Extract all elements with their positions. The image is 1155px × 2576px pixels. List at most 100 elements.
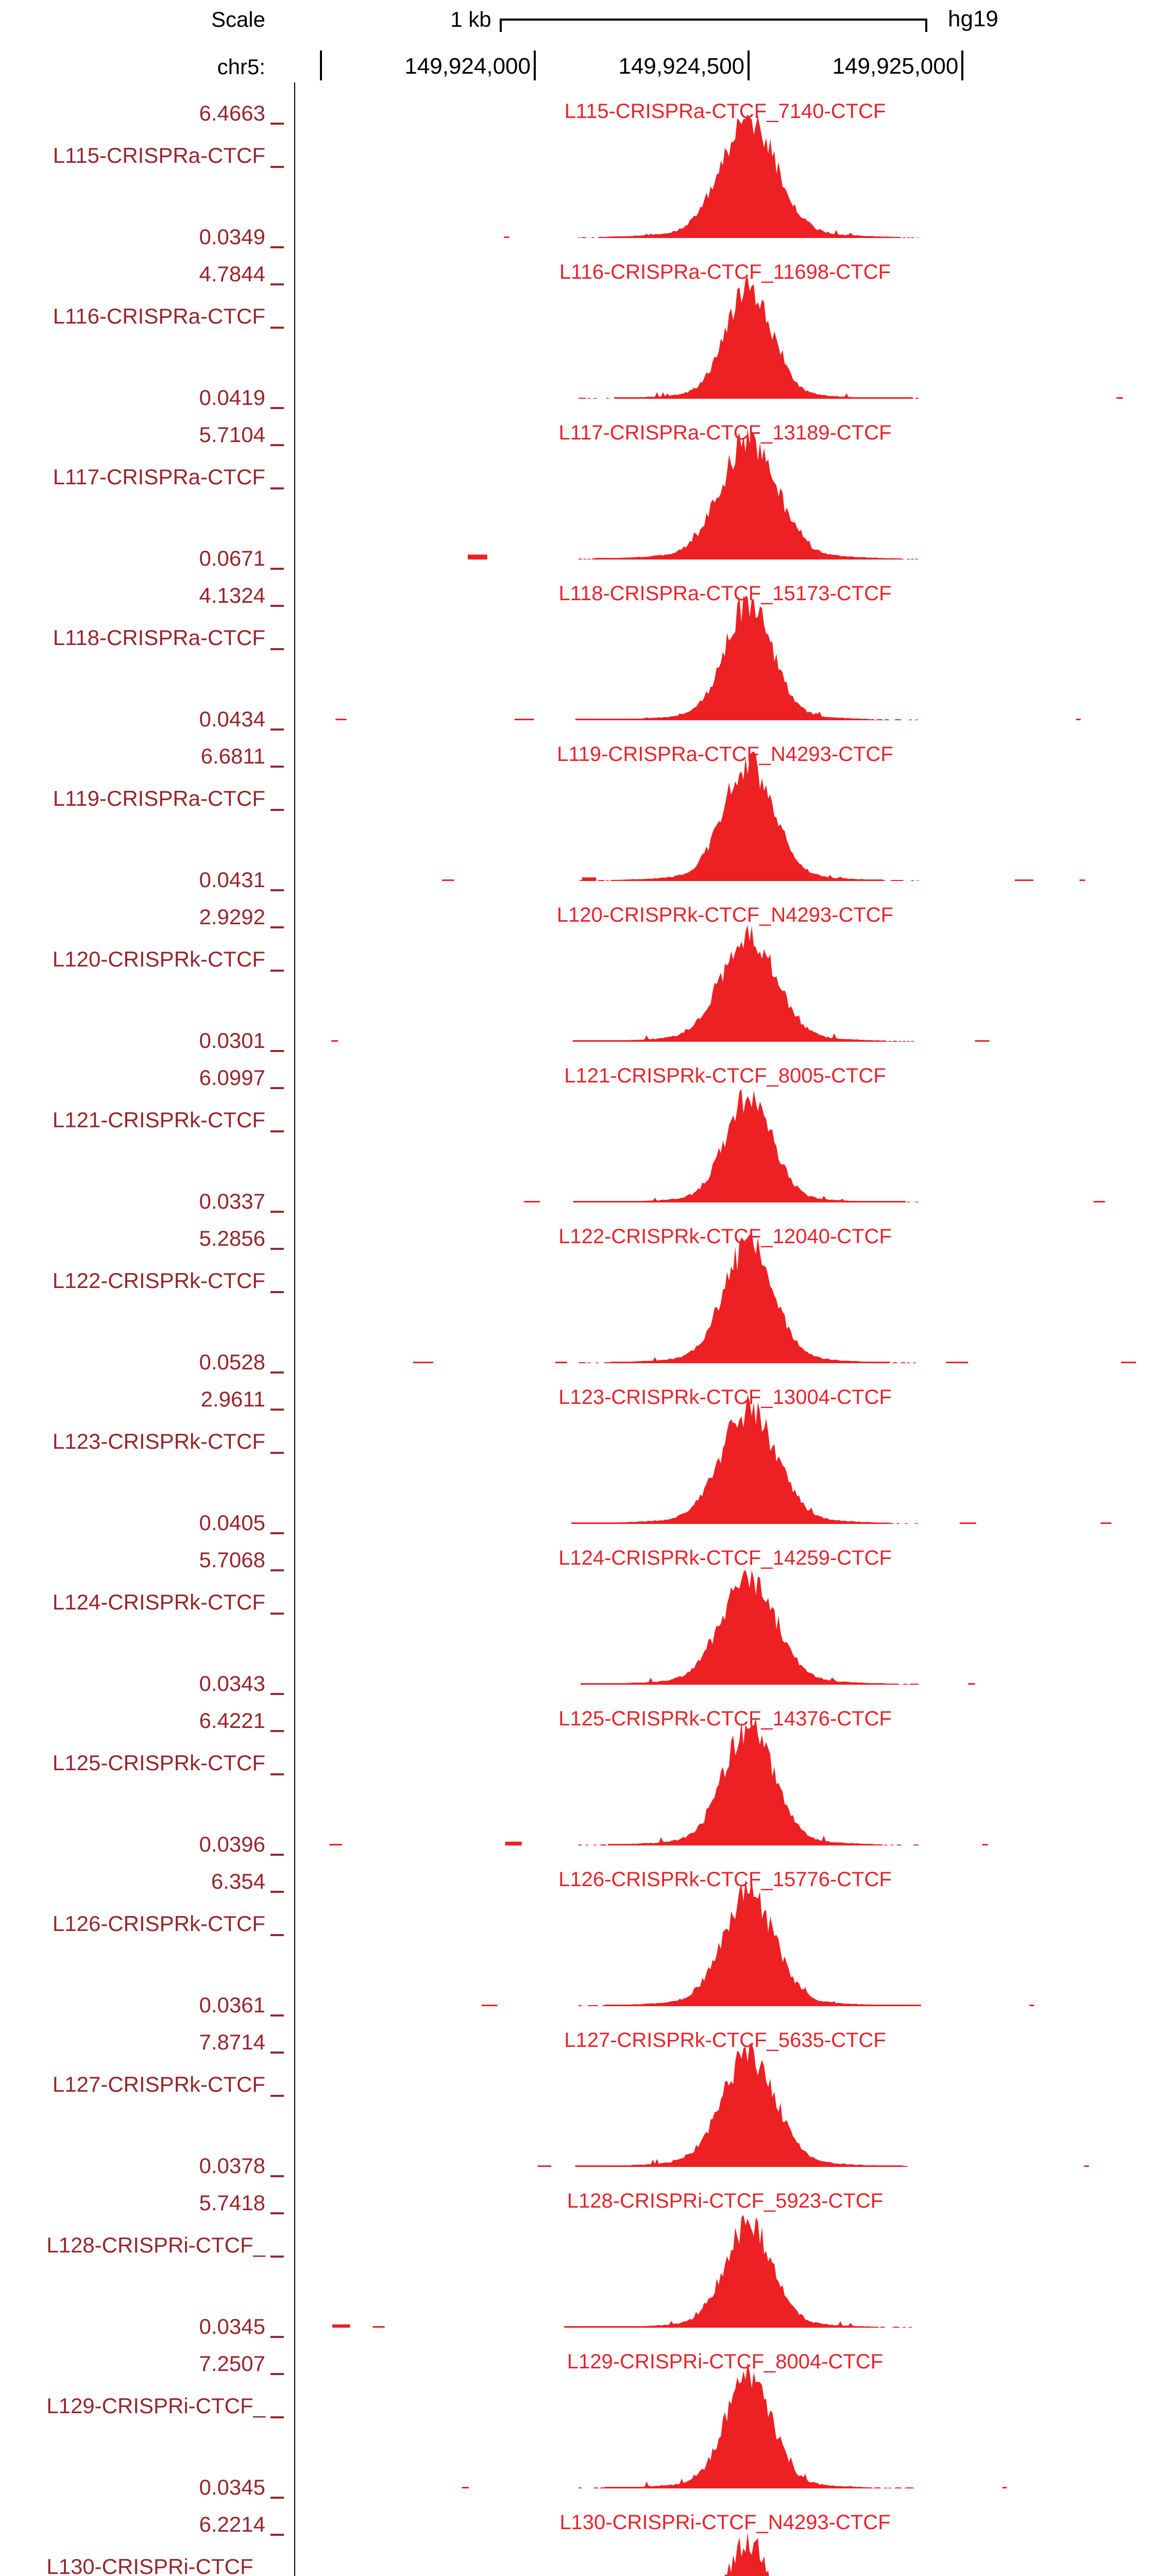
coverage-peak[interactable]: [295, 741, 1155, 902]
yaxis-top-tick: [270, 444, 284, 446]
coverage-peak[interactable]: [295, 1062, 1155, 1223]
track-ymax-label: 5.7104: [199, 422, 265, 447]
scale-label: Scale: [211, 7, 265, 31]
yaxis-mid-tick: [270, 1291, 284, 1293]
yaxis-bottom-tick: [270, 1532, 284, 1534]
track-name-label[interactable]: L124-CRISPRk-CTCF: [52, 1590, 265, 1614]
track-name-label[interactable]: L116-CRISPRa-CTCF: [53, 304, 265, 328]
yaxis-top-tick: [270, 123, 284, 125]
coordinate-ruler[interactable]: chr5: 149,924,000 149,924,500 149,925,000: [0, 0, 1155, 88]
assembly-label: hg19: [948, 6, 998, 31]
track-row[interactable]: 6.4221 L125-CRISPRk-CTCF 0.0396 L125-CRI…: [0, 1705, 1155, 1866]
track-row[interactable]: 4.7844 L116-CRISPRa-CTCF 0.0419 L116-CRI…: [0, 259, 1155, 419]
coverage-peak[interactable]: [295, 2188, 1155, 2348]
yaxis-mid-tick: [270, 487, 284, 489]
coverage-peak[interactable]: [295, 1705, 1155, 1866]
track-name-label[interactable]: L129-CRISPRi-CTCF_: [46, 2394, 265, 2418]
track-name-label[interactable]: L115-CRISPRa-CTCF: [53, 143, 265, 167]
yaxis-mid-tick: [270, 1613, 284, 1615]
peak-item-label: L123-CRISPRk-CTCF_13004-CTCF: [558, 1386, 892, 1409]
plot-left-axis-line: [294, 82, 295, 2576]
coverage-peak[interactable]: [295, 902, 1155, 1062]
yaxis-top-tick: [270, 1409, 284, 1411]
coverage-peak[interactable]: [295, 2348, 1155, 2509]
peak-item-label: L116-CRISPRa-CTCF_11698-CTCF: [559, 261, 891, 283]
yaxis-mid-tick: [270, 1934, 284, 1936]
yaxis-bottom-tick: [270, 568, 284, 570]
yaxis-mid-tick: [270, 2416, 284, 2418]
yaxis-bottom-tick: [270, 1211, 284, 1213]
track-row[interactable]: 5.7104 L117-CRISPRa-CTCF 0.0671 L117-CRI…: [0, 419, 1155, 580]
coverage-peak[interactable]: [295, 580, 1155, 741]
track-name-label[interactable]: L117-CRISPRa-CTCF: [53, 465, 265, 489]
track-ymin-label: 0.0345: [199, 2314, 265, 2338]
yaxis-mid-tick: [270, 1130, 284, 1132]
peak-item-label: L117-CRISPRa-CTCF_13189-CTCF: [558, 421, 892, 444]
track-row[interactable]: 5.7068 L124-CRISPRk-CTCF 0.0343 L124-CRI…: [0, 1545, 1155, 1705]
ruler-tick: [961, 50, 964, 80]
peak-item-label: L124-CRISPRk-CTCF_14259-CTCF: [558, 1547, 892, 1569]
track-row[interactable]: 5.2856 L122-CRISPRk-CTCF 0.0528 L122-CRI…: [0, 1223, 1155, 1384]
track-name-label[interactable]: L119-CRISPRa-CTCF: [53, 786, 265, 810]
track-row[interactable]: 6.6811 L119-CRISPRa-CTCF 0.0431 L119-CRI…: [0, 741, 1155, 902]
ruler-tick-label: 149,925,000: [832, 54, 959, 79]
track-name-label[interactable]: L120-CRISPRk-CTCF: [52, 947, 265, 971]
yaxis-bottom-tick: [270, 889, 284, 891]
coverage-peak[interactable]: [295, 1545, 1155, 1705]
track-row[interactable]: 7.2507 L129-CRISPRi-CTCF_ 0.0345 L129-CR…: [0, 2348, 1155, 2509]
track-name-label[interactable]: L126-CRISPRk-CTCF: [52, 1911, 265, 1936]
yaxis-mid-tick: [270, 648, 284, 650]
yaxis-bottom-tick: [270, 1854, 284, 1856]
track-ymax-label: 7.2507: [199, 2351, 265, 2376]
track-row[interactable]: 6.354 L126-CRISPRk-CTCF 0.0361 L126-CRIS…: [0, 1866, 1155, 2027]
track-ymax-label: 2.9292: [199, 905, 265, 929]
track-ymin-label: 0.0337: [199, 1189, 265, 1213]
track-row[interactable]: 2.9292 L120-CRISPRk-CTCF 0.0301 L120-CRI…: [0, 902, 1155, 1062]
coverage-peak[interactable]: [295, 259, 1155, 419]
track-ymax-label: 6.354: [211, 1869, 265, 1893]
coverage-peak[interactable]: [295, 98, 1155, 259]
coverage-peak[interactable]: [295, 1223, 1155, 1384]
track-ymax-label: 6.2214: [199, 2512, 265, 2536]
track-ymin-label: 0.0528: [199, 1350, 265, 1374]
scale-bar: [499, 19, 927, 32]
track-row[interactable]: 2.9611 L123-CRISPRk-CTCF 0.0405 L123-CRI…: [0, 1384, 1155, 1545]
peak-item-label: L118-CRISPRa-CTCF_15173-CTCF: [558, 582, 892, 605]
yaxis-mid-tick: [270, 166, 284, 168]
yaxis-bottom-tick: [270, 2497, 284, 2499]
coverage-peak[interactable]: [295, 2027, 1155, 2188]
coverage-peak[interactable]: [295, 2509, 1155, 2576]
track-row[interactable]: 6.4663 L115-CRISPRa-CTCF 0.0349 L115-CRI…: [0, 98, 1155, 259]
yaxis-mid-tick: [270, 1452, 284, 1454]
yaxis-mid-tick: [270, 1773, 284, 1775]
yaxis-bottom-tick: [270, 246, 284, 248]
yaxis-bottom-tick: [270, 2014, 284, 2016]
yaxis-top-tick: [270, 1087, 284, 1089]
track-name-label[interactable]: L128-CRISPRi-CTCF_: [46, 2233, 265, 2257]
track-name-label[interactable]: L123-CRISPRk-CTCF: [52, 1429, 265, 1453]
track-row[interactable]: 4.1324 L118-CRISPRa-CTCF 0.0434 L118-CRI…: [0, 580, 1155, 741]
track-name-label[interactable]: L122-CRISPRk-CTCF: [52, 1268, 265, 1293]
track-row[interactable]: 6.0997 L121-CRISPRk-CTCF 0.0337 L121-CRI…: [0, 1062, 1155, 1223]
track-name-label[interactable]: L127-CRISPRk-CTCF: [52, 2072, 265, 2096]
peak-item-label: L130-CRISPRi-CTCF_N4293-CTCF: [559, 2511, 891, 2534]
track-ymin-label: 0.0671: [199, 546, 265, 570]
peak-item-label: L119-CRISPRa-CTCF_N4293-CTCF: [557, 743, 893, 766]
yaxis-top-tick: [270, 2212, 284, 2214]
scale-bar-left-tick: [499, 20, 502, 32]
track-name-label[interactable]: L118-CRISPRa-CTCF: [53, 625, 265, 650]
track-row[interactable]: 5.7418 L128-CRISPRi-CTCF_ 0.0345 L128-CR…: [0, 2188, 1155, 2348]
track-name-label[interactable]: L125-CRISPRk-CTCF: [52, 1751, 265, 1775]
track-ymax-label: 6.4663: [199, 101, 265, 125]
track-ymax-label: 2.9611: [200, 1387, 265, 1411]
coverage-peak[interactable]: [295, 1866, 1155, 2027]
track-name-label[interactable]: L121-CRISPRk-CTCF: [52, 1108, 265, 1132]
track-row[interactable]: 7.8714 L127-CRISPRk-CTCF 0.0378 L127-CRI…: [0, 2027, 1155, 2188]
ruler-tick-label: 149,924,500: [618, 54, 745, 79]
track-ymin-label: 0.0345: [199, 2475, 265, 2499]
coverage-peak[interactable]: [295, 419, 1155, 580]
ruler-tick: [748, 50, 750, 80]
track-name-label[interactable]: L130-CRISPRi-CTCF_: [46, 2554, 265, 2576]
coverage-peak[interactable]: [295, 1384, 1155, 1545]
track-row[interactable]: 6.2214 L130-CRISPRi-CTCF_ 0.0634 L130-CR…: [0, 2509, 1155, 2576]
